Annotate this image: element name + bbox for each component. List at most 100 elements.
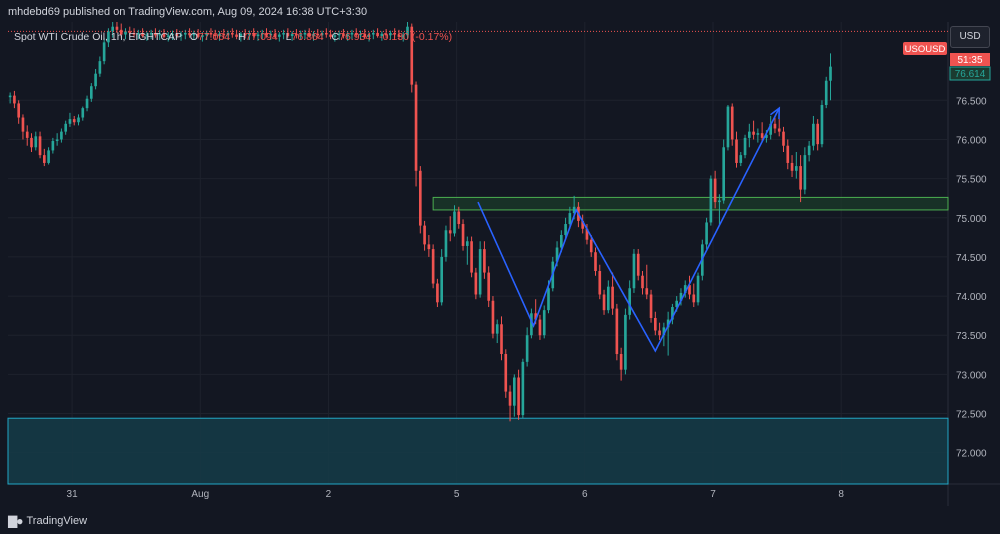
candle-body: [568, 213, 572, 225]
time-tick-label: 5: [454, 489, 460, 500]
candle-body: [585, 228, 589, 240]
candle-body: [154, 32, 157, 36]
candle-body: [346, 34, 350, 37]
candle-body: [790, 162, 794, 171]
tradingview-logo[interactable]: ▇● TradingView: [8, 514, 87, 528]
candle-body: [218, 33, 221, 37]
candle-body: [209, 32, 213, 35]
candle-body: [222, 33, 226, 36]
candle-body: [367, 34, 371, 37]
candle-body: [175, 33, 179, 37]
candle-body: [393, 32, 397, 35]
candle-body: [431, 249, 435, 284]
candle-body: [128, 31, 132, 33]
candle-body: [136, 32, 140, 35]
candle-body: [94, 73, 97, 87]
candle-body: [111, 26, 115, 32]
candle-body: [389, 32, 392, 36]
candle-body: [205, 32, 209, 36]
candle-body: [265, 32, 268, 36]
candle-body: [559, 234, 563, 248]
candle-body: [799, 166, 802, 190]
candle-body: [752, 131, 755, 135]
change-value: -0.130 (-0.17%): [379, 31, 453, 43]
candle-body: [201, 35, 204, 37]
candle-body: [769, 123, 773, 135]
tradingview-brand: TradingView: [26, 515, 88, 527]
candle-body: [333, 35, 337, 37]
footer: [0, 506, 1000, 534]
candle-body: [89, 86, 93, 99]
candle-body: [521, 361, 525, 416]
candle-body: [824, 80, 828, 106]
candle-body: [696, 275, 700, 303]
candle-body: [747, 131, 751, 138]
close-label: C: [331, 31, 340, 43]
candle-body: [666, 319, 670, 328]
candle-body: [812, 123, 815, 146]
candle-body: [602, 294, 606, 311]
candle-body: [504, 354, 508, 392]
countdown-bg: [950, 53, 990, 66]
candle-body: [124, 31, 127, 35]
resistance-zone: [432, 196, 949, 211]
candle-body: [581, 220, 585, 229]
candle-body: [615, 308, 619, 355]
candle-body: [68, 119, 72, 124]
candle-body: [239, 33, 243, 37]
zones: [7, 196, 949, 485]
candle-body: [675, 300, 679, 308]
candle-body: [512, 377, 516, 406]
candle-body: [324, 32, 328, 35]
candle-body: [722, 147, 726, 201]
candle-body: [13, 95, 16, 104]
candle-body: [547, 288, 550, 311]
candle-body: [359, 33, 362, 36]
candle-body: [448, 230, 452, 234]
candle-body: [179, 34, 183, 37]
candle-body: [401, 35, 405, 37]
currency-selector[interactable]: USD: [950, 26, 990, 48]
candle-body: [658, 330, 661, 336]
candle-body: [495, 324, 499, 334]
candle-body: [51, 141, 55, 151]
open-label: O: [189, 31, 198, 43]
candle-body: [542, 310, 546, 336]
candle-body: [230, 32, 234, 35]
candle-body: [619, 354, 623, 370]
candle-body: [171, 33, 174, 36]
publish-credit: mhdebd69 published on TradingView.com, A…: [8, 6, 368, 18]
candle-body: [653, 317, 657, 331]
candle-body: [641, 275, 644, 289]
candle-body: [636, 253, 640, 276]
candle-body: [418, 170, 422, 226]
candle-body: [25, 131, 29, 138]
candle-body: [303, 32, 307, 35]
candle-body: [282, 32, 285, 35]
candle-body: [213, 34, 217, 37]
candle-body: [81, 108, 85, 118]
candle-body: [342, 33, 345, 37]
candle-body: [371, 32, 375, 35]
candle-body: [21, 117, 25, 132]
candle-body: [598, 271, 602, 295]
candle-body: [354, 32, 358, 36]
candle-body: [735, 139, 738, 163]
candle-body: [243, 33, 247, 36]
candle-body: [380, 33, 384, 37]
candle-body: [662, 327, 666, 336]
price-tick-label: 74.500: [956, 253, 987, 264]
candle-body: [141, 32, 144, 37]
axes: 76.500 76.000 75.500 75.000 74.500 74.000 73.5…: [8, 30, 991, 500]
candle-body: [773, 123, 777, 129]
candle-body: [162, 33, 166, 37]
time-tick-label: 6: [582, 489, 588, 500]
candle-body: [350, 32, 354, 35]
candle-body: [444, 230, 448, 257]
candle-body: [158, 33, 162, 36]
low-label: L: [285, 31, 292, 43]
candle-body: [645, 288, 649, 295]
low-value: 76.864: [291, 31, 324, 43]
candle-body: [589, 239, 593, 253]
